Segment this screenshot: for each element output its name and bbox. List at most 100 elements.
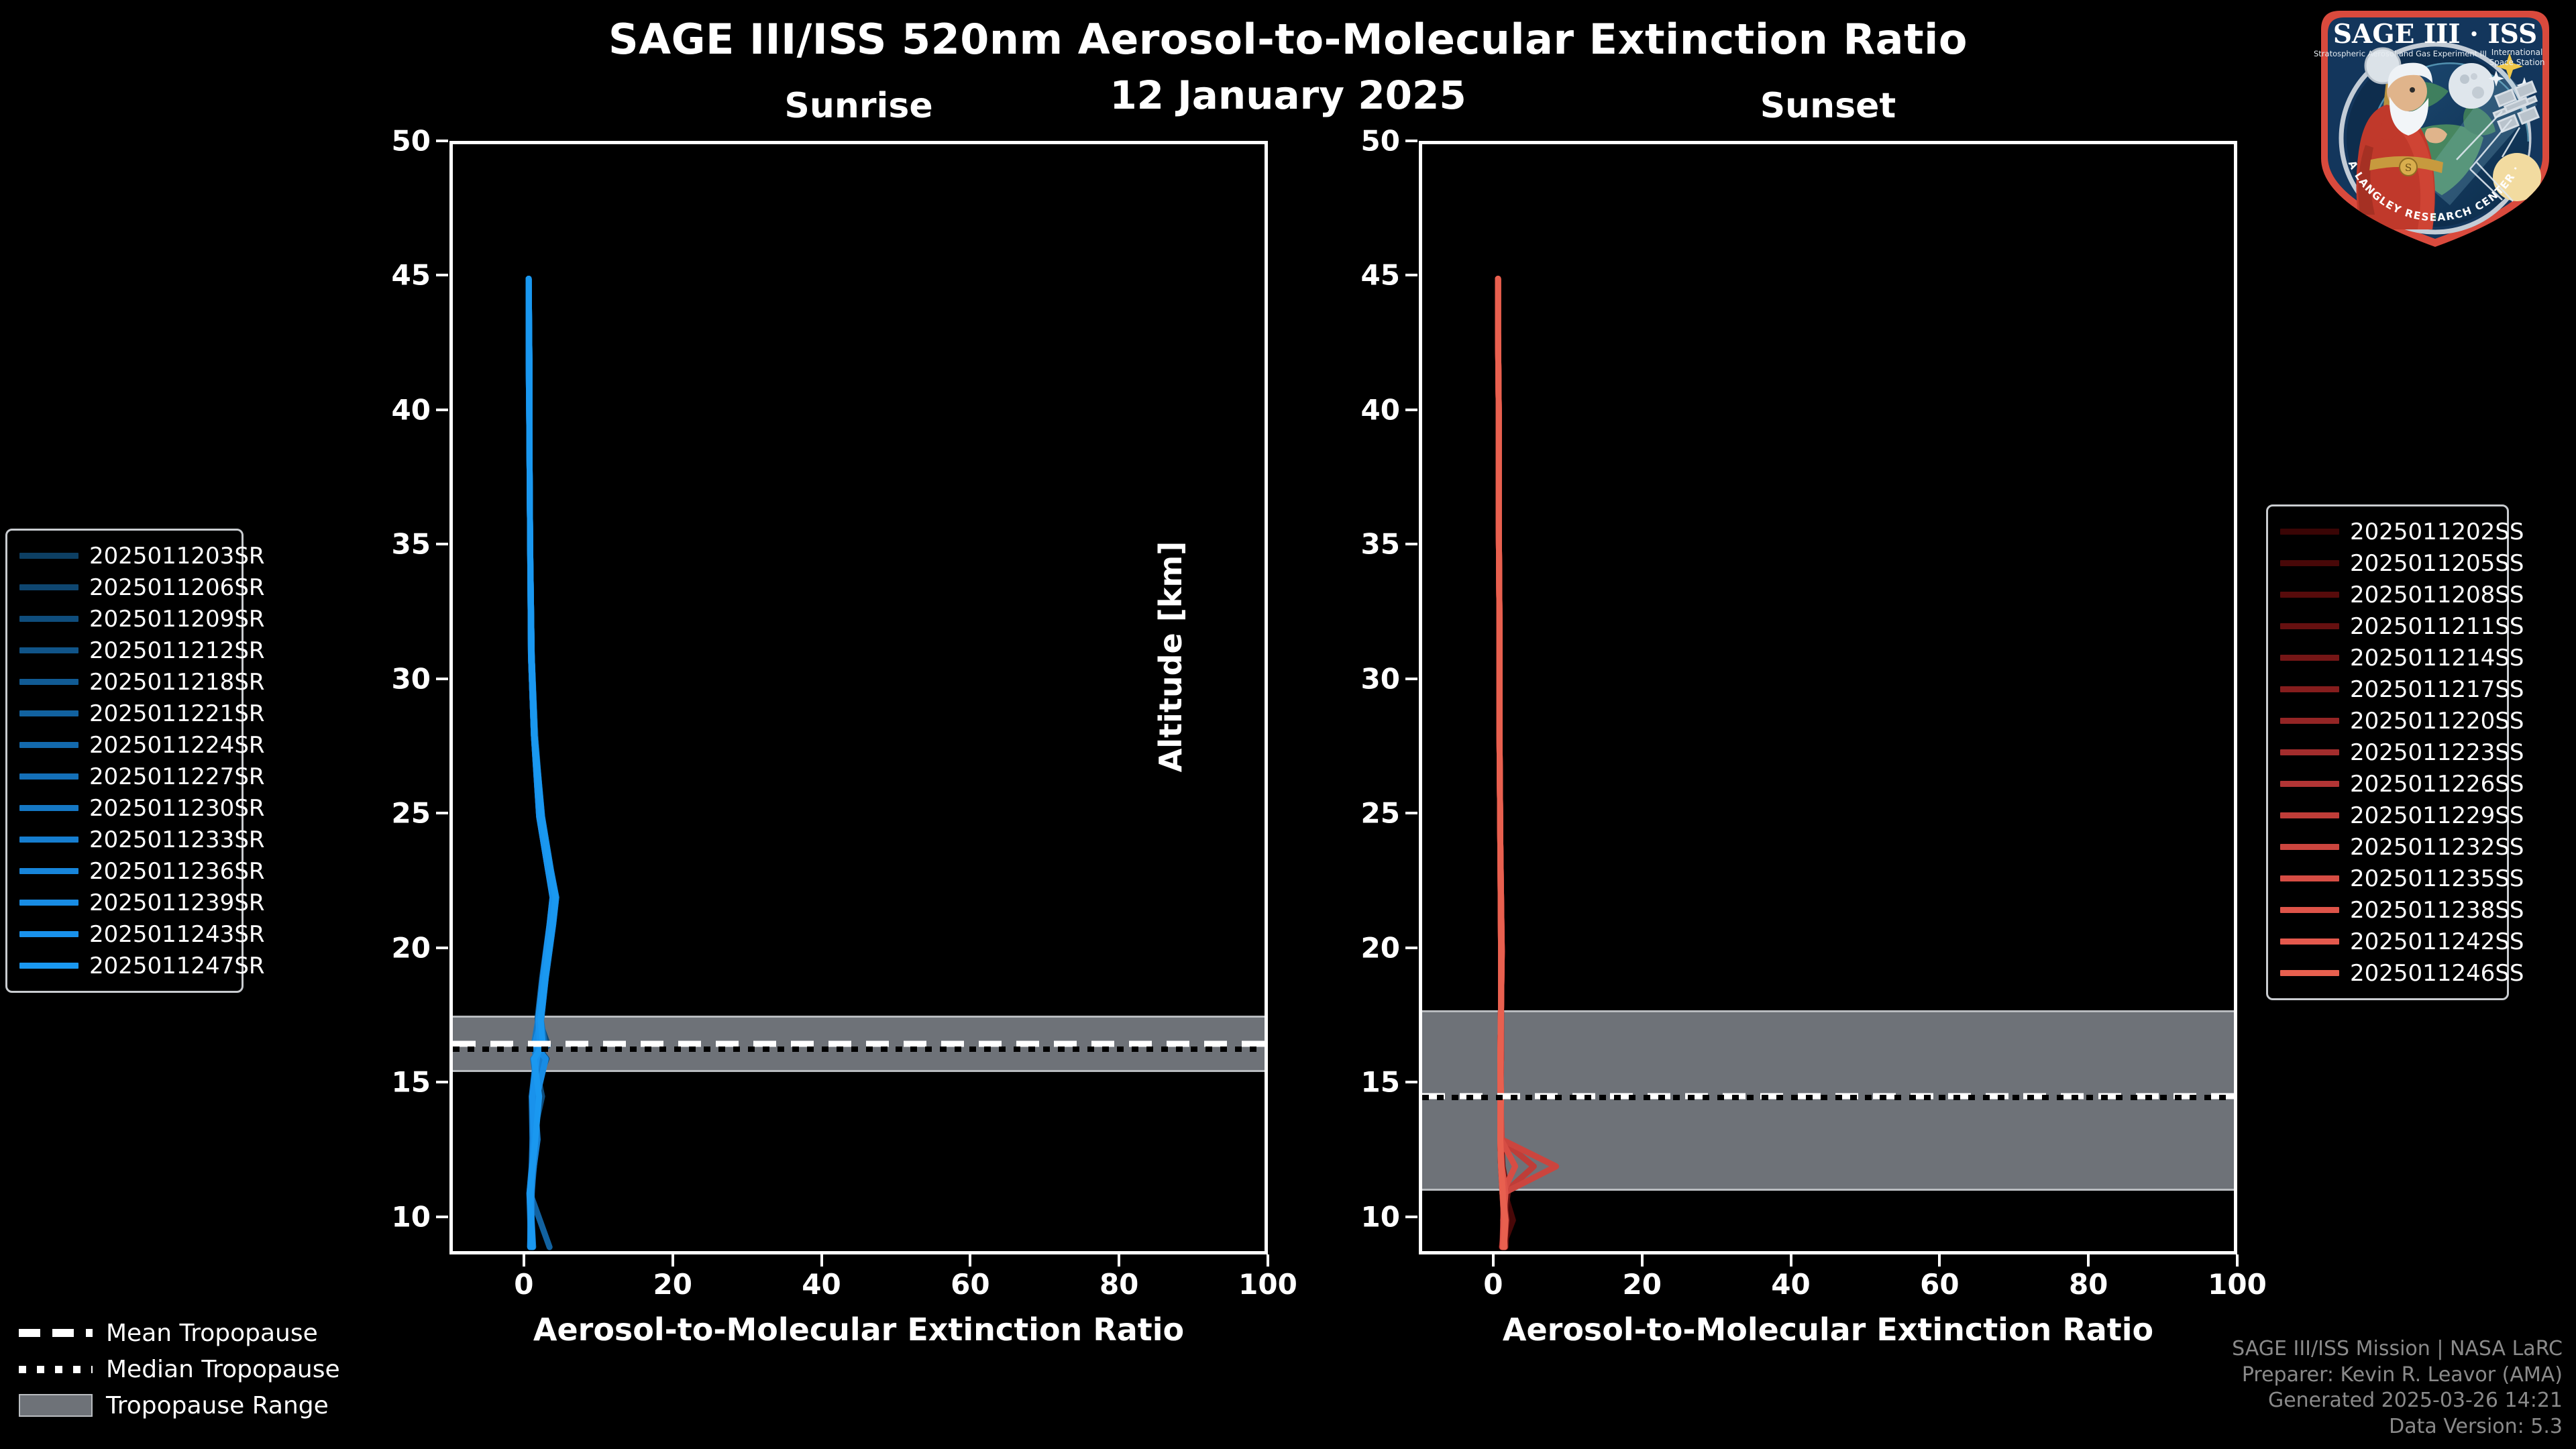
legend-item-label: 2025011247SR — [89, 952, 265, 979]
legend-item[interactable]: 2025011246SS — [2280, 957, 2524, 989]
plot-area-sunset — [1419, 141, 2237, 1254]
legend-color-swatch — [2280, 623, 2339, 629]
legend-color-swatch — [2280, 749, 2339, 755]
legend-item[interactable]: 2025011227SR — [19, 761, 265, 792]
legend-sunset[interactable]: 2025011202SS 2025011205SS 2025011208SS 2025… — [2266, 504, 2524, 1000]
y-tick-mark — [436, 408, 448, 411]
data-series-line — [1495, 276, 1560, 1250]
dashed-line-icon — [19, 1329, 93, 1337]
legend-item[interactable]: 2025011220SS — [2280, 705, 2524, 737]
legend-item[interactable]: 2025011202SS — [2280, 516, 2524, 547]
y-tick-label: 30 — [391, 662, 431, 696]
y-tick-label: 10 — [1360, 1200, 1400, 1234]
legend-item-label: 2025011211SS — [2350, 612, 2524, 640]
x-tick-mark — [2087, 1254, 2090, 1267]
legend-item[interactable]: 2025011239SR — [19, 887, 265, 918]
y-tick-mark — [1405, 812, 1417, 815]
legend-item-label: 2025011206SR — [89, 574, 265, 601]
legend-item[interactable]: 2025011247SR — [19, 950, 265, 981]
tropopause-key-range: Tropopause Range — [9, 1387, 385, 1424]
legend-color-swatch — [19, 931, 78, 937]
legend-color-swatch — [19, 616, 78, 622]
dotted-line-icon — [19, 1365, 93, 1373]
tropopause-key-range-label: Tropopause Range — [106, 1391, 329, 1419]
logo-subtitle-right-1: International — [2491, 48, 2543, 57]
legend-item-label: 2025011227SR — [89, 763, 265, 790]
legend-item-label: 2025011229SS — [2350, 802, 2524, 829]
legend-item[interactable]: 2025011203SR — [19, 540, 265, 572]
legend-item[interactable]: 2025011221SR — [19, 698, 265, 729]
y-tick-mark — [1405, 543, 1417, 546]
x-tick-mark — [969, 1254, 972, 1267]
y-tick-label: 30 — [1360, 662, 1400, 696]
y-tick-label: 20 — [1360, 931, 1400, 965]
legend-item[interactable]: 2025011233SR — [19, 824, 265, 855]
legend-color-swatch — [19, 584, 78, 590]
legend-item[interactable]: 2025011226SS — [2280, 768, 2524, 800]
median-tropopause-line — [1422, 1095, 2234, 1101]
legend-item[interactable]: 2025011238SS — [2280, 894, 2524, 926]
legend-item-label: 2025011220SS — [2350, 707, 2524, 735]
legend-item[interactable]: 2025011236SR — [19, 855, 265, 887]
legend-item-label: 2025011221SR — [89, 700, 265, 727]
legend-item[interactable]: 2025011229SS — [2280, 800, 2524, 831]
legend-color-swatch — [2280, 812, 2339, 818]
logo-subtitle-left: Stratospheric Aerosol and Gas Experiment… — [2314, 49, 2487, 58]
y-tick-label: 40 — [391, 393, 431, 427]
mean-tropopause-line — [453, 1040, 1265, 1047]
legend-color-swatch — [19, 742, 78, 748]
legend-item[interactable]: 2025011206SR — [19, 572, 265, 603]
legend-item[interactable]: 2025011232SS — [2280, 831, 2524, 863]
legend-item[interactable]: 2025011243SR — [19, 918, 265, 950]
data-series-line — [1495, 276, 1509, 1250]
x-tick-label: 40 — [1771, 1268, 1811, 1301]
y-tick-mark — [1405, 274, 1417, 277]
x-tick-mark — [820, 1254, 823, 1267]
y-tick-label: 35 — [1360, 527, 1400, 561]
credits-block: SAGE III/ISS Mission | NASA LaRC Prepare… — [2232, 1336, 2563, 1440]
legend-color-swatch — [2280, 938, 2339, 945]
legend-item[interactable]: 2025011217SS — [2280, 674, 2524, 705]
x-tick-mark — [1491, 1254, 1495, 1267]
x-tick-label: 100 — [1238, 1268, 1297, 1301]
legend-color-swatch — [2280, 844, 2339, 850]
legend-sunrise[interactable]: 2025011203SR 2025011206SR 2025011209SR 2025… — [5, 529, 265, 993]
gray-patch-icon — [19, 1394, 93, 1417]
y-tick-label: 35 — [391, 527, 431, 561]
legend-item[interactable]: 2025011209SR — [19, 603, 265, 635]
legend-item[interactable]: 2025011211SS — [2280, 610, 2524, 642]
legend-color-swatch — [2280, 718, 2339, 724]
legend-item-label: 2025011232SS — [2350, 833, 2524, 861]
legend-item[interactable]: 2025011218SR — [19, 666, 265, 698]
legend-item-label: 2025011235SS — [2350, 865, 2524, 892]
x-tick-mark — [1267, 1254, 1269, 1267]
legend-item[interactable]: 2025011205SS — [2280, 547, 2524, 579]
legend-item[interactable]: 2025011224SR — [19, 729, 265, 761]
median-tropopause-line — [453, 1046, 1265, 1053]
legend-item[interactable]: 2025011223SS — [2280, 737, 2524, 768]
x-tick-label: 100 — [2208, 1268, 2267, 1301]
y-tick-mark — [436, 274, 448, 277]
legend-item[interactable]: 2025011214SS — [2280, 642, 2524, 674]
y-tick-label: 15 — [1360, 1065, 1400, 1099]
legend-item-label: 2025011202SS — [2350, 518, 2524, 545]
legend-item[interactable]: 2025011230SR — [19, 792, 265, 824]
legend-color-swatch — [19, 679, 78, 685]
legend-color-swatch — [2280, 970, 2339, 976]
tropopause-key-median-label: Median Tropopause — [106, 1355, 340, 1383]
panel-title-sunset: Sunset — [1760, 86, 1896, 126]
legend-color-swatch — [2280, 781, 2339, 787]
legend-item[interactable]: 2025011208SS — [2280, 579, 2524, 610]
legend-item[interactable]: 2025011242SS — [2280, 926, 2524, 957]
y-tick-label: 45 — [1360, 258, 1400, 292]
legend-item-label: 2025011218SR — [89, 668, 265, 696]
y-tick-mark — [436, 946, 448, 949]
y-axis-label-sunset: Altitude [km] — [1152, 541, 1189, 773]
legend-item[interactable]: 2025011212SR — [19, 635, 265, 666]
tropopause-key-mean-label: Mean Tropopause — [106, 1319, 318, 1347]
svg-text:S: S — [2405, 162, 2412, 174]
legend-item-label: 2025011217SS — [2350, 676, 2524, 703]
legend-item[interactable]: 2025011235SS — [2280, 863, 2524, 894]
legend-item-label: 2025011205SS — [2350, 549, 2524, 577]
x-tick-label: 60 — [951, 1268, 990, 1301]
